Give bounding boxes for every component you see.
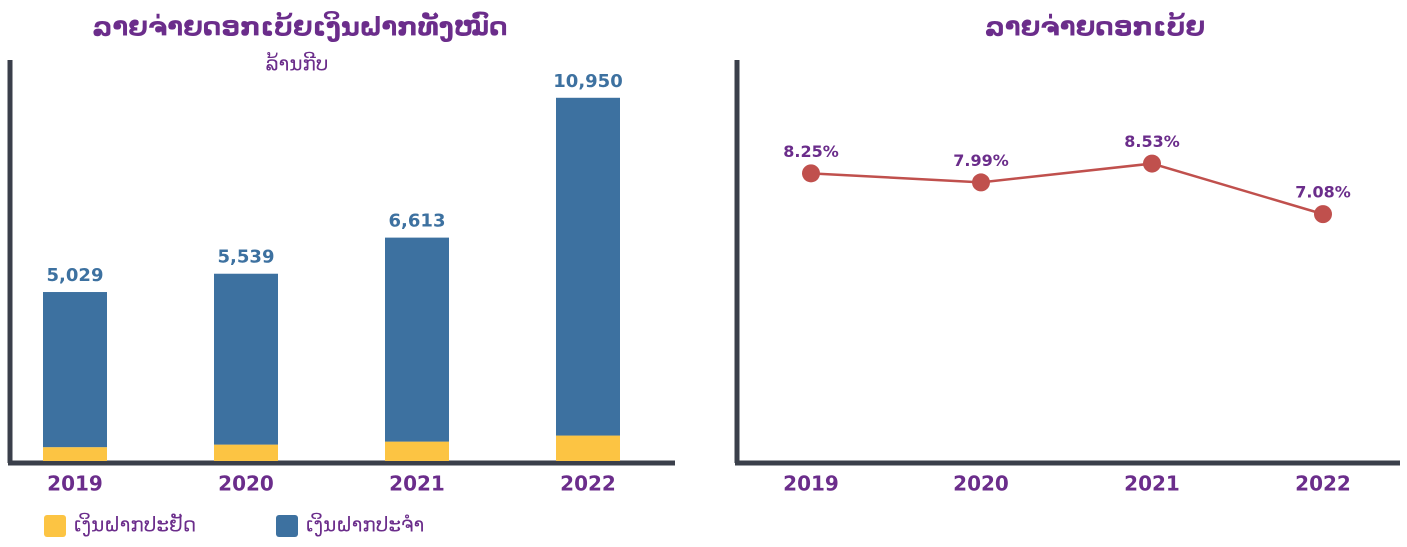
legend-label: ເງິນຝາກປະຈຳ [306,512,424,536]
point [972,173,990,192]
x-tick-label: 2022 [1295,472,1351,496]
line [810,162,1324,216]
data-label: 6,613 [389,211,446,232]
bar-segment [385,237,449,442]
x-tick-label: 2019 [783,472,839,496]
data-label: 7.08% [1295,183,1351,202]
bar-segment [214,444,278,461]
legend-swatch [44,515,66,537]
point [1143,154,1161,173]
legend-swatch [276,515,298,537]
chart-subtitle: ລ້ານກີບ [266,51,329,75]
data-label: 7.99% [953,151,1009,170]
point [802,164,820,183]
data-label: 5,539 [218,247,275,268]
x-tick-label: 2020 [218,472,274,496]
x-tick-label: 2020 [953,472,1009,496]
chart-title: ລາຍຈ່າຍດອກເບ້ຍ [985,11,1205,43]
point [1314,205,1332,224]
data-label: 8.25% [783,142,839,161]
data-label: 10,950 [553,71,622,92]
bar-segment [214,273,278,445]
x-tick-label: 2019 [47,472,103,496]
legend-label: ເງິນຝາກປະຢັດ [74,512,196,536]
bar-segment [556,435,620,461]
data-label: 5,029 [47,265,104,286]
x-tick-label: 2022 [560,472,616,496]
bar-segment [385,441,449,461]
bar-segment [556,97,620,436]
data-label: 8.53% [1124,132,1180,151]
bar-segment [43,292,107,448]
x-tick-label: 2021 [1124,472,1180,496]
chart-title: ລາຍຈ່າຍດອກເບ້ຍເງິນຝາກທັງໝົດ [92,10,507,43]
x-tick-label: 2021 [389,472,445,496]
bar-segment [43,447,107,461]
